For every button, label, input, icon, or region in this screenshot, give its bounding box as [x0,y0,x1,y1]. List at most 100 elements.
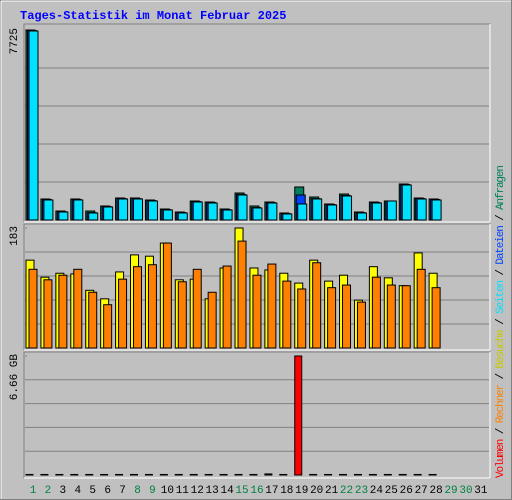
bar [356,301,366,349]
bar [342,195,353,221]
bar [207,291,217,349]
bar [204,473,213,476]
x-tick-label: 5 [89,485,96,497]
bar [267,263,277,349]
bar [70,473,79,476]
bar [177,212,188,221]
legend-separator: / [495,263,507,281]
bar [297,288,307,349]
bar [177,281,187,349]
x-tick-label: 15 [235,485,248,497]
x-tick-label: 26 [400,485,413,497]
bar [147,200,158,221]
bar [100,473,109,476]
bar [85,473,94,476]
x-tick-label: 4 [74,485,81,497]
x-tick-label: 12 [191,485,204,497]
x-tick-label: 25 [385,485,398,497]
bar [189,473,198,476]
bar [58,211,69,221]
bar [103,206,114,221]
bar [115,473,124,476]
bar [55,473,64,476]
bar [371,276,381,349]
bar [219,473,228,476]
bar [413,473,422,476]
legend-entry: Anfragen [495,165,507,210]
bar [312,262,322,349]
bar [401,285,411,349]
bar [25,473,34,476]
bar [103,304,113,349]
bar [428,473,437,476]
bar [147,264,157,349]
bar [416,268,426,349]
y-tick-label: 183 [9,226,21,246]
bar [431,199,442,221]
bar [162,242,172,349]
x-tick-label: 13 [206,485,219,497]
bar [356,212,367,221]
bar [222,209,233,221]
y-tick-label: 6.66 GB [9,354,21,401]
bar [431,287,441,349]
bar [207,202,218,221]
bar [159,473,168,476]
legend-separator: / [495,422,507,440]
bar [371,202,382,221]
x-tick-label: 19 [295,485,308,497]
x-tick-label: 22 [340,485,353,497]
bar [386,284,396,349]
x-tick-label: 21 [325,485,339,497]
bar [234,473,243,476]
bar [43,279,53,349]
bar [118,198,129,221]
legend-entry: Besuche [495,329,507,368]
bar [282,213,293,221]
x-tick-label: 30 [459,485,472,497]
bar [297,203,308,221]
bar [252,207,263,221]
legend: Volumen / Rechner / Besuche / Seiten / D… [495,165,507,478]
x-tick-label: 14 [220,485,234,497]
x-tick-label: 28 [430,485,443,497]
bar [73,268,83,349]
x-tick-label: 9 [149,485,156,497]
bar [327,287,337,349]
bar [324,473,333,476]
x-tick-label: 23 [355,485,368,497]
bar [237,194,248,221]
bar [401,184,412,221]
x-tick-label: 3 [60,485,67,497]
x-tick-label: 11 [176,485,190,497]
bar [192,201,203,221]
bar [237,240,247,349]
bar [339,473,348,476]
x-tick-label: 2 [45,485,52,497]
x-tick-label: 18 [280,485,293,497]
x-tick-label: 1 [30,485,37,497]
bar [174,473,183,476]
bar [294,355,303,476]
panel [23,23,491,223]
bar [130,473,139,476]
x-tick-label: 7 [119,485,126,497]
bar [43,199,54,221]
bar [88,212,99,221]
x-tick-label: 31 [474,485,488,497]
bar [309,473,318,476]
bar [353,473,362,476]
chart-title: Tages-Statistik im Monat Februar 2025 [20,9,286,23]
bar [264,473,273,476]
bar [73,199,84,221]
bar [327,204,338,221]
bar [88,291,98,349]
legend-separator: / [495,367,507,385]
bar [222,265,232,349]
legend-entry: Dateien [495,225,507,264]
y-tick-label: 7725 [9,28,21,54]
bar [192,268,202,349]
x-tick-label: 24 [370,485,384,497]
legend-entry: Volumen [495,439,507,478]
